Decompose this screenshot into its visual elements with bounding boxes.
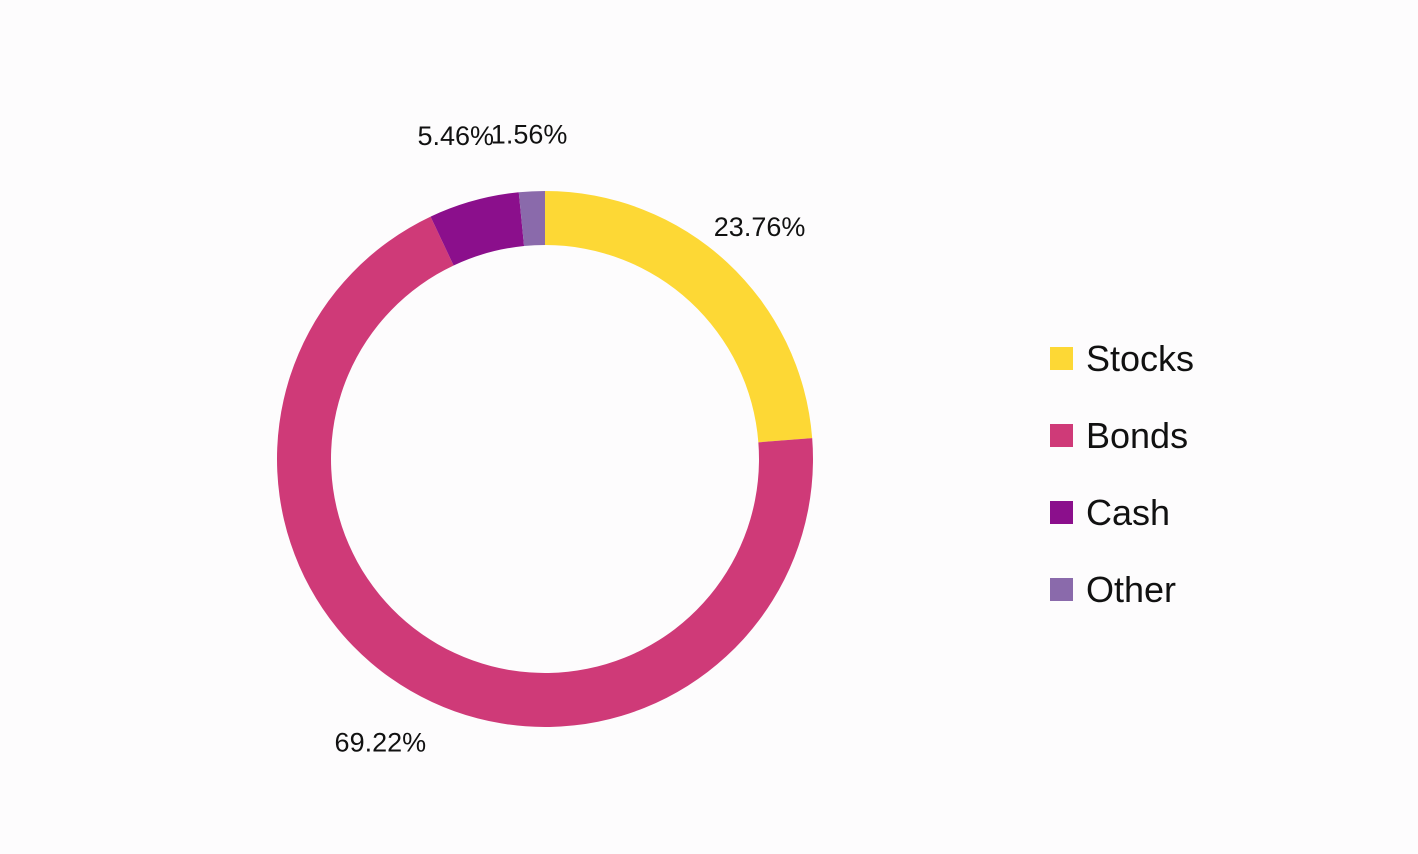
legend-item-cash: Cash [1050, 474, 1194, 551]
legend-item-other: Other [1050, 551, 1194, 628]
legend-label-cash: Cash [1086, 491, 1171, 533]
legend-label-stocks: Stocks [1086, 337, 1195, 379]
legend-item-bonds: Bonds [1050, 397, 1194, 474]
data-label-stocks: 23.76% [714, 212, 806, 242]
slice-cash [430, 192, 525, 266]
legend-swatch-stocks [1050, 347, 1073, 370]
legend-swatch-other [1050, 578, 1073, 601]
legend-swatch-cash [1050, 501, 1073, 524]
legend-label-other: Other [1086, 568, 1177, 610]
slice-other [518, 191, 545, 247]
legend-swatch-bonds [1050, 424, 1073, 447]
donut-slices [277, 191, 814, 727]
slice-stocks [545, 191, 813, 443]
legend-item-stocks: Stocks [1050, 320, 1194, 397]
data-label-cash: 5.46% [418, 121, 495, 151]
data-label-bonds: 69.22% [335, 728, 427, 758]
data-label-other: 1.56% [491, 119, 568, 149]
chart-legend: Stocks Bonds Cash Other [1050, 320, 1194, 628]
data-labels: 23.76% 69.22% 5.46%1.56% [335, 119, 806, 757]
legend-label-bonds: Bonds [1086, 414, 1189, 456]
